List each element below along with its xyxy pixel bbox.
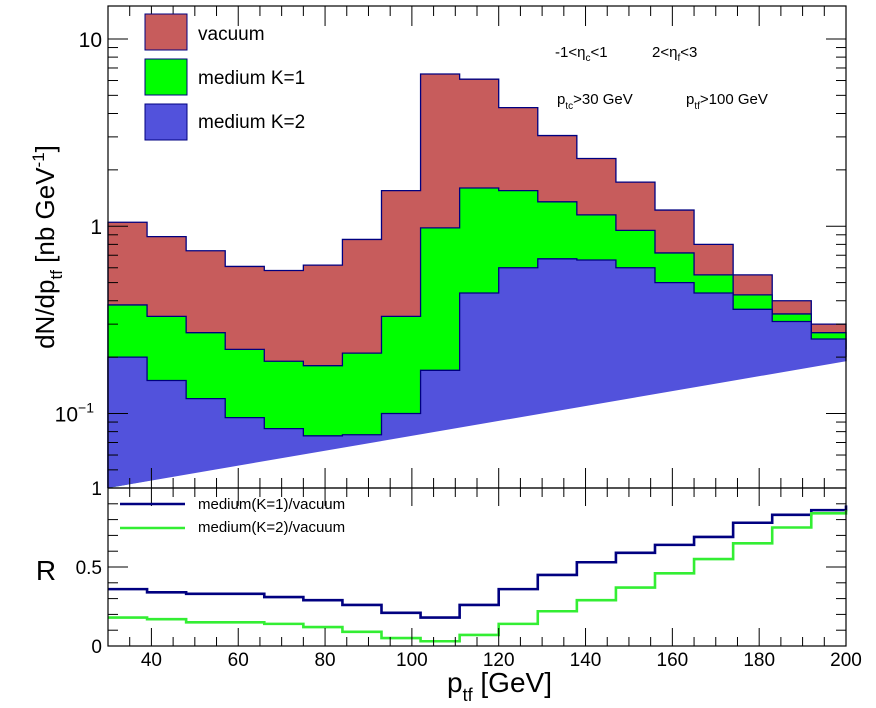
x-tick-label: 40: [141, 650, 162, 671]
upper-panel: 10 1 10−1 vacuum medium K=1 medium K=2 -1<…: [29, 5, 847, 489]
x-tick-label: 60: [228, 650, 249, 671]
lower-legend: medium(K=1)/vacuum medium(K=2)/vacuum: [120, 496, 345, 536]
lower-y-tick-label: 1: [91, 479, 102, 500]
annotation-pt-c: ptc>30 GeV: [557, 91, 633, 112]
legend-label-medium-k1: medium K=1: [198, 68, 305, 89]
x-tick-label: 80: [314, 650, 335, 671]
x-axis-title: ptf [GeV]: [447, 667, 552, 705]
legend-label-vacuum: vacuum: [198, 24, 265, 45]
annotation-pt-f: ptf>100 GeV: [686, 91, 768, 112]
legend-swatch-medium-k2: [144, 103, 188, 141]
lower-y-tick-label: 0: [91, 637, 102, 658]
upper-legend: vacuum medium K=1 medium K=2: [144, 13, 305, 141]
x-tick-label: 120: [483, 650, 515, 671]
annotation-eta-c: -1<ηc<1: [555, 44, 608, 64]
ratio-line-series-1: [108, 505, 848, 619]
upper-y-axis-title: dN/dptf [nb GeV-1]: [29, 145, 66, 349]
legend-label-ratio-k1: medium(K=1)/vacuum: [198, 496, 345, 513]
upper-y-tick-label: 10−1: [55, 399, 95, 426]
lower-plot-frame: [107, 487, 847, 647]
legend-label-medium-k2: medium K=2: [198, 112, 305, 133]
area-series-3: [107, 258, 847, 488]
legend-swatch-medium-k1: [144, 58, 188, 96]
x-tick-label: 100: [396, 650, 428, 671]
x-tick-label: 160: [657, 650, 689, 671]
legend-swatch-vacuum: [144, 13, 188, 51]
x-tick-label: 200: [830, 650, 862, 671]
annotation-eta-f: 2<ηf<3: [652, 44, 697, 64]
lower-y-axis-title: R: [36, 555, 56, 586]
lower-y-tick-label: 0.5: [76, 558, 102, 579]
legend-label-ratio-k2: medium(K=2)/vacuum: [198, 519, 345, 536]
x-tick-label: 180: [743, 650, 775, 671]
x-tick-label: 140: [570, 650, 602, 671]
upper-y-tick-label: 10: [79, 29, 102, 52]
upper-y-tick-label: 1: [90, 216, 102, 239]
